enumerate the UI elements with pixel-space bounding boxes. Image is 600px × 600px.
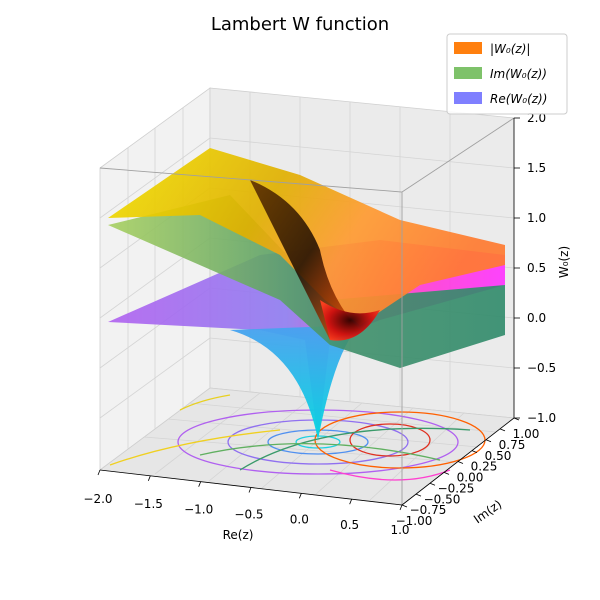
y-tick-mark xyxy=(415,493,422,497)
z-tick-label: −0.5 xyxy=(527,361,556,375)
y-tick-mark xyxy=(457,461,464,464)
y-tick-labels: −1.00−0.75−0.50−0.250.000.250.500.751.00 xyxy=(396,417,540,528)
x-tick-labels: −2.0 −1.5 −1.0 −0.5 0.0 0.5 1.0 xyxy=(83,469,410,537)
legend-label: |W₀(z)| xyxy=(490,42,530,56)
z-tick-label: 1.5 xyxy=(527,161,546,175)
y-tick-label: 0.50 xyxy=(485,449,512,463)
x-tick-label: 0.0 xyxy=(290,513,309,527)
z-tick-label: −1.0 xyxy=(527,411,556,425)
y-tick-label: −0.75 xyxy=(410,503,447,517)
legend-label: Re(W₀(z)) xyxy=(490,92,547,106)
x-axis-label: Re(z) xyxy=(223,528,254,542)
y-tick-mark xyxy=(429,482,436,486)
y-tick-mark xyxy=(401,504,408,508)
y-tick-label: 0.00 xyxy=(457,471,484,485)
y-tick-mark xyxy=(471,450,478,453)
surfaces xyxy=(108,148,505,440)
y-tick-mark xyxy=(443,472,450,475)
y-tick-mark xyxy=(485,439,492,443)
x-tick-mark xyxy=(198,481,202,487)
contour-yellow-1 xyxy=(109,429,281,466)
legend-swatch xyxy=(454,42,482,54)
x-tick-label: −0.5 xyxy=(234,508,263,522)
contour-green-1 xyxy=(239,427,471,471)
z-tick-label: 0.0 xyxy=(527,311,546,325)
abs-surface-dark xyxy=(250,180,360,340)
z-tick-label: 1.0 xyxy=(527,211,546,225)
z-tick-label: 0.5 xyxy=(527,261,546,275)
x-tick-label: 0.5 xyxy=(340,518,359,532)
y-tick-label: −0.25 xyxy=(438,481,475,495)
contour-magenta-1 xyxy=(329,469,451,481)
y-tick-label: 0.25 xyxy=(471,460,498,474)
y-axis-label: Im(z) xyxy=(471,497,504,526)
chart-title: Lambert W function xyxy=(211,14,389,35)
contour-green-2 xyxy=(199,443,441,461)
x-tick-label: −1.0 xyxy=(184,502,213,516)
legend-swatch xyxy=(454,92,482,104)
z-tick-labels: −1.0−0.50.00.51.01.52.0 xyxy=(514,111,556,425)
y-tick-label: −0.50 xyxy=(424,492,461,506)
x-tick-label: −2.0 xyxy=(83,492,112,506)
contour-yellow-2 xyxy=(179,394,231,411)
x-tick-mark xyxy=(147,475,151,481)
y-tick-label: 0.75 xyxy=(499,438,526,452)
x-tick-mark xyxy=(298,493,302,499)
re-surface-funnel xyxy=(230,325,360,440)
x-tick-mark xyxy=(349,499,353,505)
y-tick-mark xyxy=(499,428,506,432)
x-tick-label: 1.0 xyxy=(390,523,409,537)
contour-red-1 xyxy=(349,423,431,457)
z-axis-label: W₀(z) xyxy=(557,246,571,278)
x-tick-label: −1.5 xyxy=(134,497,163,511)
x-tick-mark xyxy=(399,504,403,511)
y-tick-label: 1.00 xyxy=(513,427,540,441)
legend: |W₀(z)| Im(W₀(z)) Re(W₀(z)) xyxy=(446,33,568,115)
legend-label: Im(W₀(z)) xyxy=(490,67,547,81)
red-core xyxy=(320,300,380,341)
x-tick-mark xyxy=(248,487,252,493)
y-tick-label: −1.00 xyxy=(396,514,433,528)
box-edges xyxy=(99,117,515,505)
x-tick-mark xyxy=(97,469,101,476)
legend-swatch xyxy=(454,67,482,79)
